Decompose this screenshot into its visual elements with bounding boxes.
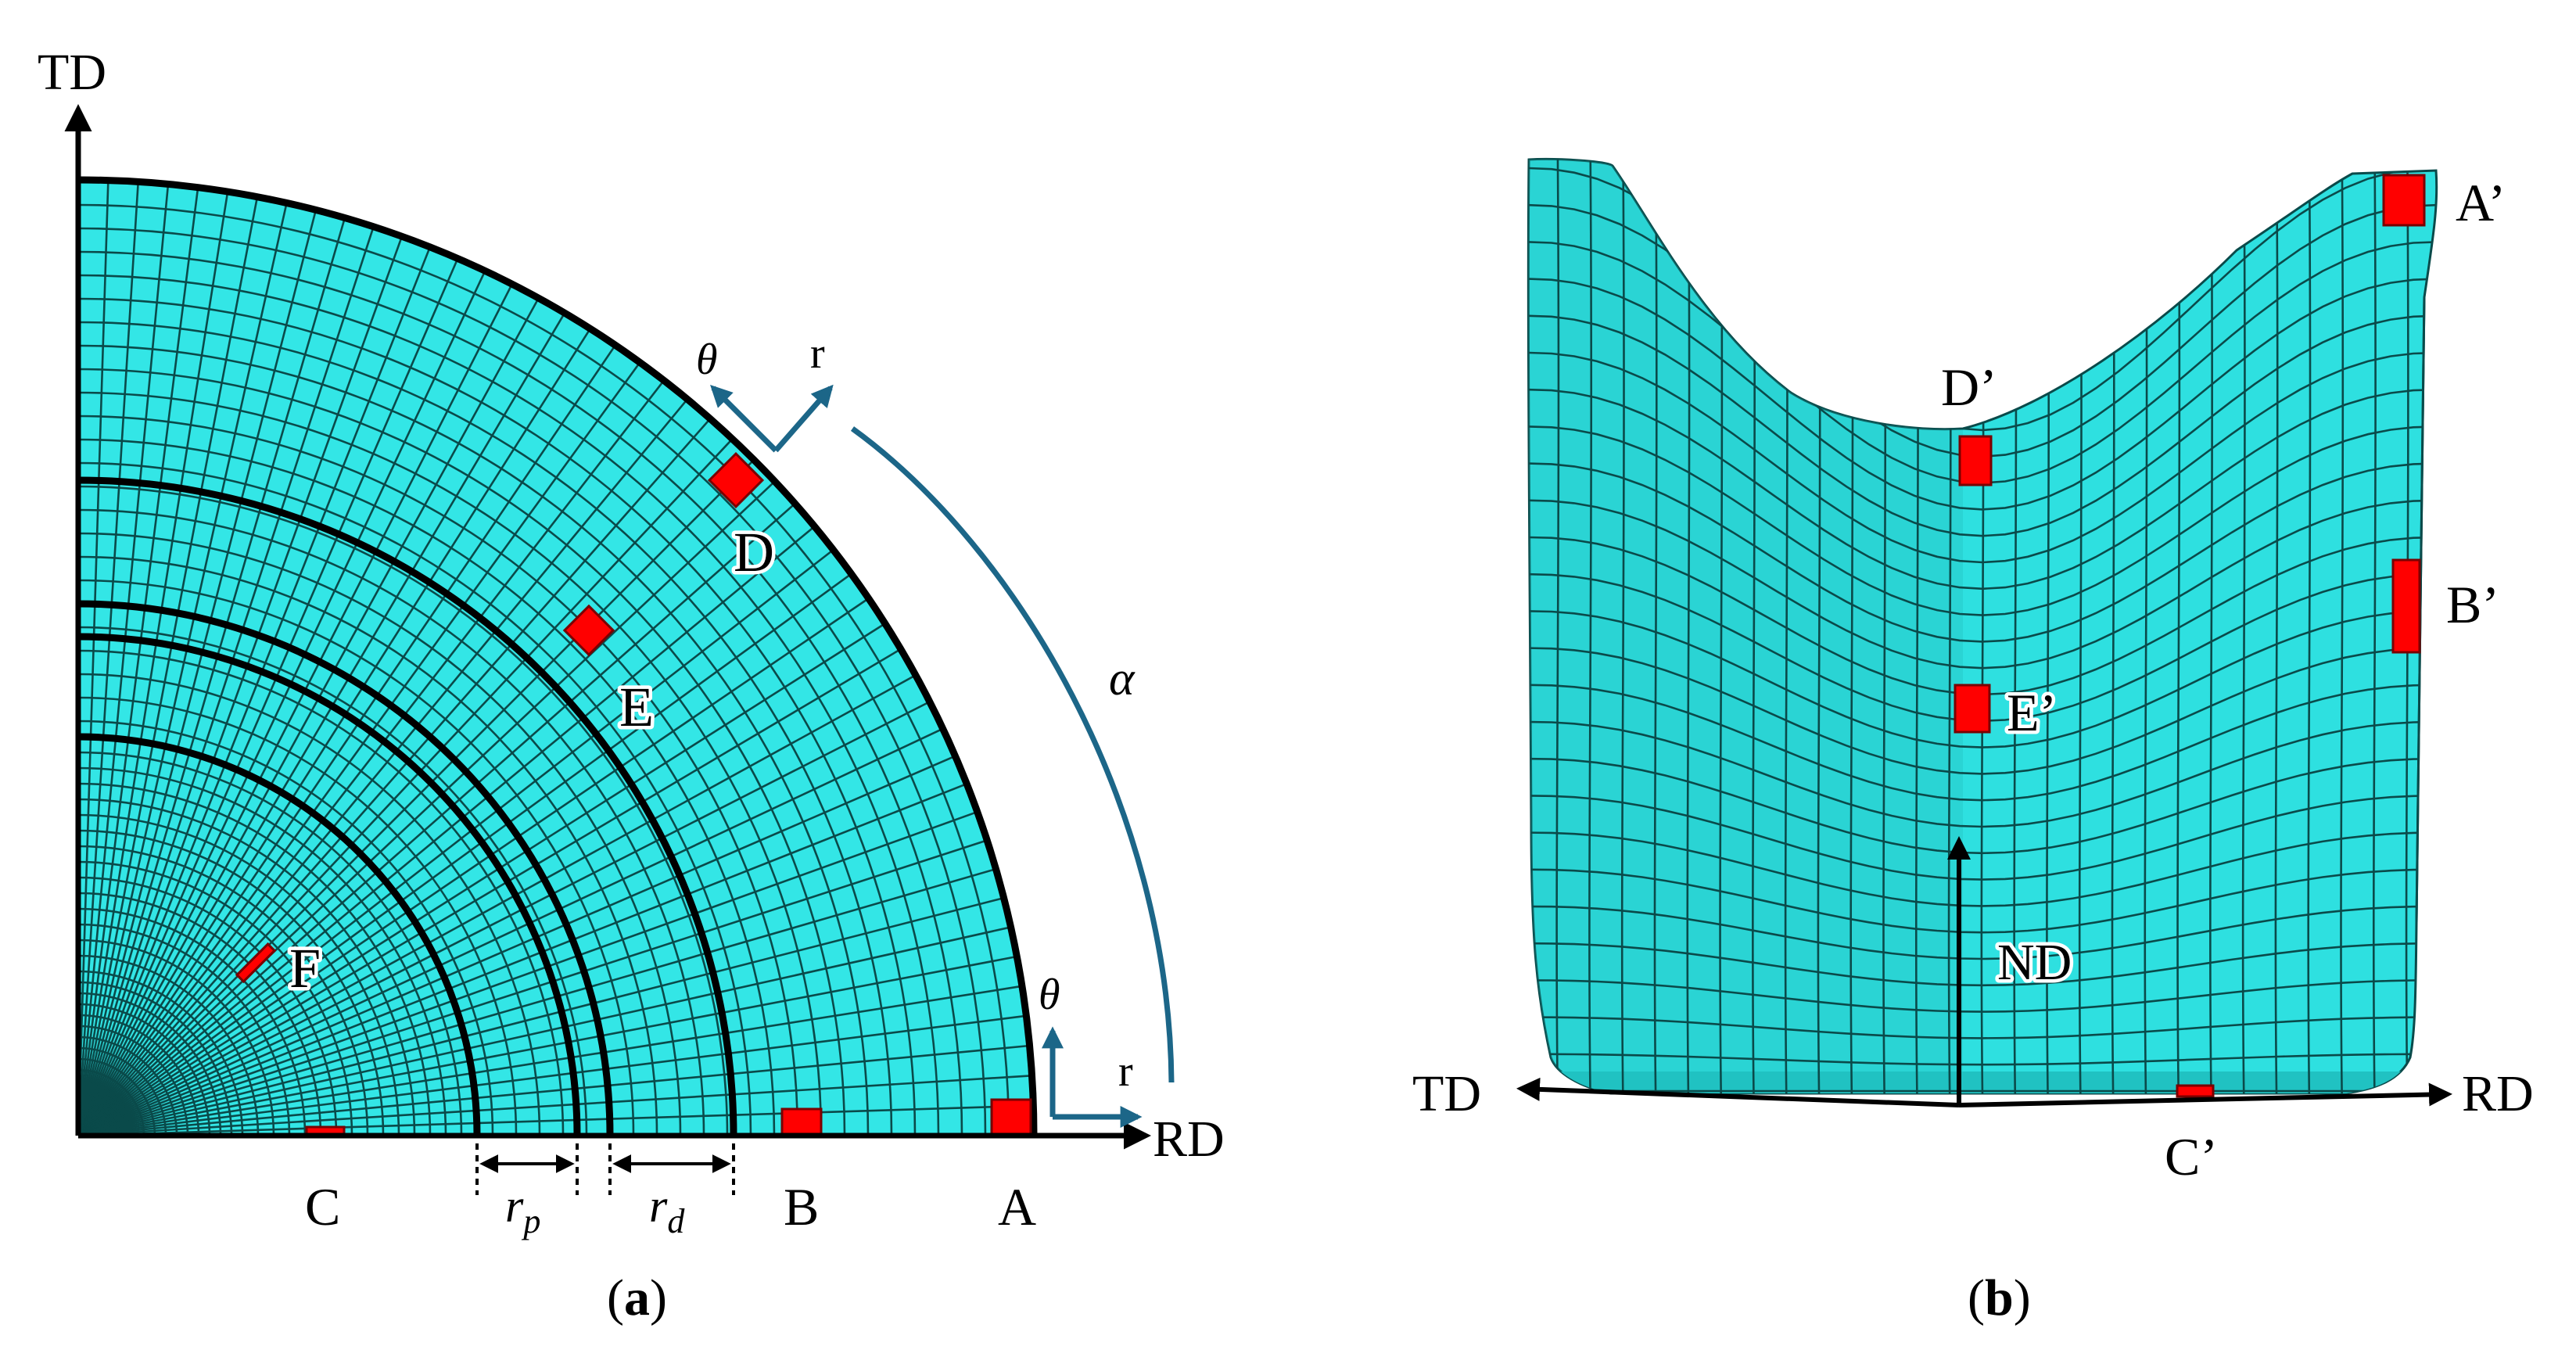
caption-a: (a) (607, 1269, 667, 1326)
marker-E (562, 604, 615, 657)
blank-mesh-grid (77, 180, 1034, 1137)
label-D-prime: D’ (1941, 357, 1997, 417)
marker-D (707, 451, 765, 509)
label-alpha: α (1109, 652, 1136, 705)
label-r-bottom: r (1118, 1047, 1133, 1096)
td-axis-label: TD (38, 44, 106, 101)
tool-radius-arcs (77, 176, 1038, 1136)
td-axis-label-b: TD (1412, 1065, 1481, 1122)
panel-a-flat-blank-mesh: TD RD A B C D E F θ r θ r α rp rd (38, 44, 1225, 1240)
label-theta-bottom: θ (1039, 971, 1060, 1019)
radius-dimension-marks (475, 1143, 735, 1195)
td-axis-b (1516, 1077, 1960, 1107)
marker-D-prime (1958, 435, 1993, 486)
label-A-prime: A’ (2456, 173, 2506, 232)
rd-axis-label: RD (1153, 1111, 1225, 1168)
label-B: B (784, 1177, 819, 1237)
marker-B-prime (2391, 558, 2421, 654)
label-B-prime: B’ (2446, 575, 2499, 634)
label-theta-top: θ (696, 336, 718, 384)
marker-C-prime (2176, 1084, 2215, 1098)
marker-F (235, 942, 277, 984)
rd-axis-label-b: RD (2462, 1065, 2534, 1122)
nd-axis-label-b: ND (1997, 934, 2072, 991)
caption-b: (b) (1968, 1269, 2031, 1326)
rd-axis-b (1958, 1082, 2452, 1107)
marker-B (780, 1107, 823, 1137)
marker-E-prime (1954, 684, 1991, 734)
label-F: F (289, 937, 321, 1000)
element-markers-b (1954, 174, 2426, 1098)
label-C: C (305, 1177, 340, 1237)
label-r-d: rd (649, 1180, 685, 1240)
label-C-prime: C’ (2165, 1127, 2218, 1186)
marker-A-prime (2382, 174, 2426, 227)
marker-A (990, 1098, 1032, 1137)
panel-b-drawn-cup: TD RD ND A’ B’ C’ D’ E’ (1412, 157, 2534, 1186)
local-coordinate-frames (710, 384, 1175, 1128)
label-E: E (619, 676, 654, 738)
label-r-top: r (810, 329, 825, 378)
label-D: D (734, 521, 774, 583)
label-r-p: rp (505, 1180, 540, 1240)
label-E-prime: E’ (2007, 683, 2057, 742)
label-A: A (998, 1177, 1036, 1237)
alpha-arc (850, 426, 1175, 1083)
